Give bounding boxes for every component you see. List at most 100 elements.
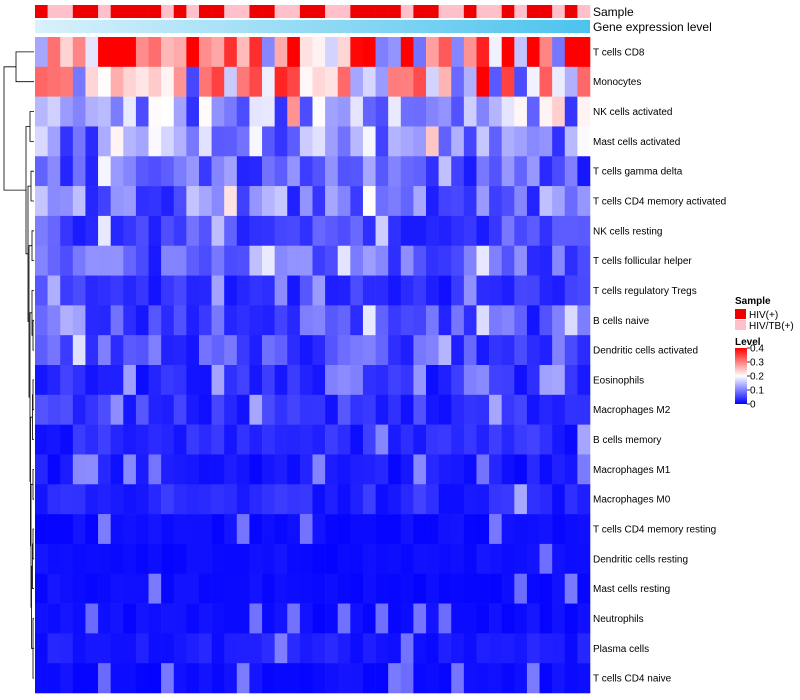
heatmap-cell: [463, 365, 477, 396]
heatmap-cell: [375, 215, 389, 247]
heatmap-cell: [262, 454, 275, 485]
heatmap-cell: [98, 663, 111, 694]
heatmap-cell: [274, 156, 288, 187]
heatmap-cell: [72, 245, 86, 276]
heatmap-cell: [514, 156, 528, 187]
heatmap-cell: [274, 305, 288, 336]
heatmap-cell: [98, 66, 111, 97]
heatmap-cell: [564, 215, 578, 247]
heatmap-cell: [514, 573, 528, 604]
heatmap-cell: [249, 126, 263, 157]
legend-hivtb-swatch: [735, 320, 746, 330]
sample-annotation-cell: [514, 5, 528, 18]
heatmap-cell: [426, 424, 439, 455]
heatmap-cell: [236, 245, 250, 276]
heatmap-cell: [236, 573, 250, 604]
legend-level-tick-label: 0.2: [750, 372, 764, 383]
heatmap-cell: [489, 394, 502, 425]
heatmap-cell: [224, 454, 238, 485]
heatmap-cell: [161, 424, 175, 455]
heatmap-cell: [564, 543, 578, 575]
heatmap-cell: [476, 543, 490, 575]
heatmap-cell: [72, 573, 86, 604]
heatmap-cell: [539, 365, 553, 396]
heatmap-cell: [60, 394, 74, 425]
heatmap-cell: [577, 514, 591, 545]
heatmap-cell: [287, 454, 301, 485]
heatmap-cell: [135, 365, 149, 396]
heatmap-cell: [236, 514, 250, 545]
heatmap-cell: [489, 603, 502, 634]
heatmap-cell: [35, 37, 48, 68]
heatmap-cell: [72, 424, 86, 455]
heatmap-cell: [362, 275, 376, 306]
heatmap-cell: [211, 37, 225, 68]
heatmap-cell: [539, 245, 553, 276]
sample-annotation-cell: [274, 5, 288, 18]
heatmap-cell: [198, 514, 212, 545]
heatmap-cell: [135, 603, 149, 634]
heatmap-cell: [438, 663, 452, 694]
legend-level-tick-label: 0.4: [750, 344, 764, 355]
heatmap-cell: [236, 156, 250, 187]
heatmap-cell: [362, 573, 376, 604]
sample-annotation-cell: [110, 5, 124, 18]
heatmap-cell: [577, 603, 591, 634]
heatmap-cell: [148, 37, 162, 68]
heatmap-cell: [325, 335, 339, 366]
heatmap-cell: [110, 633, 124, 664]
heatmap-cell: [211, 215, 225, 247]
heatmap-cell: [514, 663, 528, 694]
heatmap-cell: [438, 484, 452, 515]
heatmap-cell: [249, 514, 263, 545]
heatmap-cell: [110, 37, 124, 68]
sample-annotation-cell: [362, 5, 376, 18]
heatmap-cell: [564, 66, 578, 97]
heatmap-cell: [98, 335, 111, 366]
heatmap-cell: [501, 215, 515, 247]
heatmap-cell: [60, 633, 74, 664]
heatmap-cell: [362, 394, 376, 425]
sample-annotation-cell: [501, 5, 515, 18]
heatmap-cell: [325, 514, 339, 545]
sample-annotation-cell: [438, 5, 452, 18]
heatmap-cell: [526, 484, 540, 515]
sample-annotation-cell: [489, 5, 502, 18]
row-label: T cells CD4 memory activated: [593, 197, 726, 208]
heatmap-cell: [211, 573, 225, 604]
sample-annotation-cell: [47, 5, 61, 18]
heatmap-cell: [426, 603, 439, 634]
heatmap-cell: [110, 484, 124, 515]
heatmap-cell: [362, 305, 376, 336]
heatmap-cell: [123, 275, 137, 306]
heatmap-cell: [400, 126, 414, 157]
legend-hivtb-label: HIV/TB(+): [749, 321, 794, 332]
heatmap-cell: [262, 663, 275, 694]
heatmap-cell: [274, 96, 288, 127]
heatmap-cell: [161, 365, 175, 396]
sample-annotation-cell: [148, 5, 162, 18]
heatmap-cell: [337, 96, 351, 127]
heatmap-cell: [47, 543, 61, 575]
heatmap-cell: [198, 66, 212, 97]
heatmap-cell: [186, 215, 200, 247]
heatmap-cell: [60, 454, 74, 485]
heatmap-cell: [514, 215, 528, 247]
heatmap-cell: [514, 603, 528, 634]
heatmap-cell: [312, 514, 326, 545]
heatmap-cell: [463, 126, 477, 157]
heatmap-cell: [426, 305, 439, 336]
dendrogram-branch: [32, 469, 34, 500]
heatmap-cell: [489, 633, 502, 664]
sample-annotation-cell: [350, 5, 364, 18]
heatmap-cell: [526, 156, 540, 187]
heatmap-cell: [564, 156, 578, 187]
heatmap-cell: [110, 186, 124, 217]
row-label: Mast cells resting: [593, 584, 670, 595]
heatmap-cell: [350, 66, 364, 97]
heatmap-cell: [388, 633, 402, 664]
heatmap-cell: [110, 424, 124, 455]
sample-annotation-cell: [85, 5, 99, 18]
sample-annotation-cell: [337, 5, 351, 18]
heatmap-cell: [299, 335, 313, 366]
